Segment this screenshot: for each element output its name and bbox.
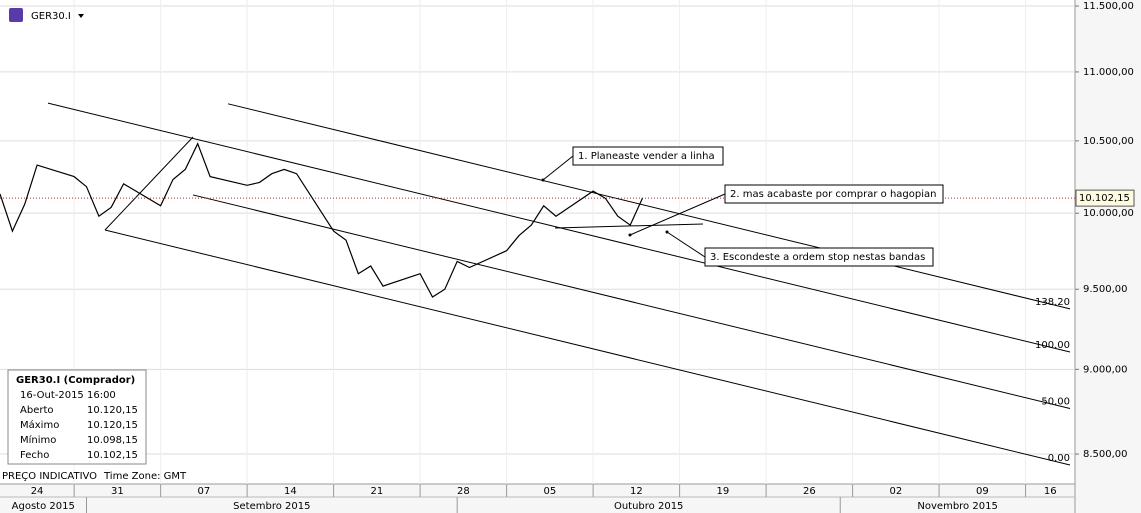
info-label: Máximo [20, 419, 59, 431]
x-tick-label: 12 [630, 486, 643, 497]
month-label: Agosto 2015 [12, 501, 75, 512]
month-label: Setembro 2015 [233, 501, 310, 512]
x-tick-label: 14 [284, 486, 297, 497]
dropdown-arrow[interactable] [78, 14, 84, 18]
pitchfork-handle [104, 136, 194, 231]
footer-text: Time Zone: GMT [103, 471, 187, 482]
annotation-text: 2. mas acabaste por comprar o hagopian [730, 189, 936, 200]
x-tick-label: 26 [803, 486, 816, 497]
x-tick-label: 07 [198, 486, 211, 497]
annotation-box [704, 247, 934, 267]
info-value: 10.102,15 [87, 450, 138, 461]
x-tick-label: 09 [976, 486, 989, 497]
info-label: Mínimo [20, 434, 56, 446]
symbol-name[interactable]: GER30.I [31, 11, 71, 22]
price-line [0, 142, 644, 298]
pitchfork-label: 50.00 [1041, 397, 1070, 408]
info-label: Aberto [20, 405, 54, 416]
annotation-text: 1. Planeaste vender a linha [578, 151, 715, 162]
y-tick-label: 8.500,00 [1083, 449, 1128, 460]
x-tick-label: 05 [543, 486, 556, 497]
y-tick-label: 10.000,00 [1083, 208, 1134, 219]
x-tick-label: 28 [457, 486, 470, 497]
last-price-box [1075, 189, 1135, 207]
x-tick-label: 21 [371, 486, 384, 497]
x-tick-label: 19 [716, 486, 729, 497]
pitchfork-line [227, 103, 1071, 310]
annotation-pointer [666, 231, 706, 258]
pitchfork-label: 100.00 [1035, 340, 1070, 351]
x-tick-label: 24 [31, 486, 44, 497]
footer-text: PREÇO INDICATIVO [2, 471, 97, 482]
info-box [7, 369, 147, 465]
annotation-anchor [541, 178, 545, 182]
y-tick-label: 9.500,00 [1083, 284, 1128, 295]
info-value: 10.098,15 [87, 435, 138, 446]
support-line [554, 223, 704, 229]
x-tick-label: 02 [889, 486, 902, 497]
pitchfork-line [192, 194, 1071, 409]
last-price-label: 10.102,15 [1079, 193, 1130, 204]
annotation-anchor [665, 230, 669, 234]
info-value: 10.120,15 [87, 405, 138, 416]
info-datetime: 16-Out-2015 16:00 [20, 390, 116, 401]
y-tick-label: 11.000,00 [1083, 67, 1134, 78]
month-label: Novembro 2015 [917, 501, 997, 512]
x-tick-label: 31 [111, 486, 124, 497]
info-title: GER30.I (Comprador) [16, 375, 135, 386]
pitchfork-label: 0.00 [1048, 453, 1070, 464]
y-tick-label: 10.500,00 [1083, 136, 1134, 147]
annotation-text: 3. Escondeste a ordem stop nestas bandas [710, 252, 925, 263]
month-label: Outubro 2015 [614, 501, 683, 512]
pitchfork-label: 138.20 [1035, 297, 1070, 308]
y-tick-label: 9.000,00 [1083, 364, 1128, 375]
x-axis-panel [0, 484, 1075, 513]
y-tick-label: 11.500,00 [1083, 1, 1134, 12]
annotation-pointer [542, 155, 574, 181]
x-tick-label: 16 [1044, 486, 1057, 497]
annotation-box [724, 184, 944, 204]
annotation-anchor [628, 233, 632, 237]
annotation-box [572, 146, 724, 166]
pitchfork-line [104, 229, 1071, 466]
y-axis-panel [1075, 0, 1141, 513]
info-value: 10.120,15 [87, 420, 138, 431]
annotation-pointer [629, 193, 726, 236]
info-label: Fecho [20, 450, 49, 461]
symbol-icon[interactable] [9, 8, 23, 22]
